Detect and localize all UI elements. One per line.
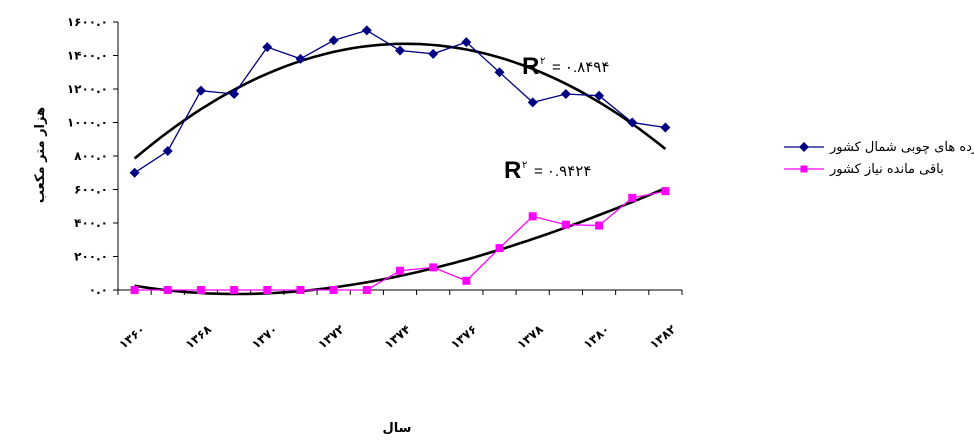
data-point — [361, 25, 372, 36]
data-point — [296, 286, 305, 294]
data-point — [295, 53, 306, 64]
data-point — [129, 167, 140, 178]
data-point — [162, 145, 173, 156]
data-point — [229, 89, 240, 100]
legend-item-forest-products: فرآورده های چوبی شمال کشور — [784, 136, 974, 158]
x-tick-label: ۱۳۶۰ — [116, 322, 147, 352]
data-point — [528, 212, 537, 221]
data-point — [196, 286, 205, 294]
r2-symbol-2: R — [504, 157, 521, 184]
series-2 — [130, 187, 670, 294]
x-axis-title: سال — [383, 421, 412, 436]
data-point — [661, 187, 670, 196]
data-point — [595, 221, 604, 230]
data-point — [396, 266, 404, 275]
y-ticks: ۰.۰ ۲۰۰.۰ ۴۰۰.۰ ۶۰۰.۰ ۸۰۰.۰ ۱۰۰۰.۰ ۱۲۰۰.۰ ۱۴۰۰.… — [67, 15, 118, 297]
data-point — [560, 89, 571, 100]
r2-label-1: R ۲ = ۰.۸۴۹۴ — [522, 53, 609, 80]
r2-superscript-2: ۲ — [522, 160, 527, 171]
trendline — [134, 187, 666, 296]
y-axis-title: هزار متر مکعب — [33, 107, 48, 203]
data-point — [628, 193, 637, 202]
y-tick-label: ۲۰۰.۰ — [74, 250, 108, 264]
x-tick-label: ۱۳۷۸ — [514, 322, 546, 352]
r2-symbol-1: R — [522, 53, 539, 80]
data-point — [527, 97, 538, 108]
data-point — [328, 35, 339, 46]
y-tick-label: ۶۰۰.۰ — [74, 183, 108, 197]
legend-label: باقی مانده نیاز کشور — [830, 161, 944, 177]
data-point — [230, 286, 239, 294]
legend-item-remaining-demand: باقی مانده نیاز کشور — [784, 158, 974, 180]
x-tick-label: ۱۳۷۰ — [249, 322, 280, 352]
x-tick-label: ۱۳۶۸ — [183, 322, 215, 352]
legend-label: فرآورده های چوبی شمال کشور — [830, 139, 974, 155]
data-point — [495, 244, 504, 253]
legend-swatch-square-icon — [784, 165, 824, 173]
legend: فرآورده های چوبی شمال کشور باقی مانده نی… — [784, 136, 974, 180]
y-tick-label: ۱۰۰۰.۰ — [67, 116, 108, 130]
r2-label-2: R ۲ = ۰.۹۴۲۴ — [504, 157, 591, 184]
x-tick-label: ۱۳۷۲ — [315, 322, 347, 352]
data-point — [163, 286, 172, 294]
y-tick-label: ۰.۰ — [89, 283, 108, 297]
data-point — [262, 42, 273, 53]
data-point — [461, 37, 472, 48]
series-1 — [129, 25, 671, 178]
y-tick-label: ۱۲۰۰.۰ — [67, 82, 108, 96]
data-point — [494, 67, 505, 78]
x-tick-label: ۱۳۷۶ — [448, 322, 479, 352]
y-tick-label: ۱۶۰۰.۰ — [67, 15, 108, 29]
r2-value-2: = ۰.۹۴۲۴ — [534, 163, 591, 180]
data-point — [195, 85, 206, 96]
r2-superscript-1: ۲ — [540, 56, 545, 67]
trendlines — [133, 42, 667, 296]
data-point — [429, 263, 438, 272]
r2-value-1: = ۰.۸۴۹۴ — [552, 59, 609, 76]
x-ticks: ۱۳۶۰ ۱۳۶۸ ۱۳۷۰ ۱۳۷۲ ۱۳۷۴ ۱۳۷۶ ۱۳۷۸ ۱۳۸۰ ۱۳۸۲ — [116, 290, 683, 352]
x-tick-label: ۱۳۷۴ — [382, 322, 413, 352]
data-point — [362, 286, 371, 294]
data-point — [130, 286, 139, 294]
series — [129, 25, 671, 294]
x-tick-label: ۱۳۸۰ — [581, 322, 612, 352]
data-point — [660, 122, 671, 133]
x-tick-label: ۱۳۸۲ — [647, 322, 679, 352]
y-tick-label: ۸۰۰.۰ — [74, 149, 108, 163]
data-point — [395, 45, 405, 56]
data-point — [561, 220, 570, 229]
legend-swatch-diamond-icon — [784, 142, 824, 152]
data-point — [329, 286, 338, 294]
y-tick-label: ۱۴۰۰.۰ — [67, 49, 108, 63]
y-tick-label: ۴۰۰.۰ — [74, 216, 108, 230]
data-point — [462, 276, 471, 285]
data-point — [428, 48, 439, 59]
data-point — [263, 286, 272, 294]
trendline — [133, 42, 667, 160]
data-point — [594, 90, 605, 101]
data-point — [627, 117, 638, 128]
